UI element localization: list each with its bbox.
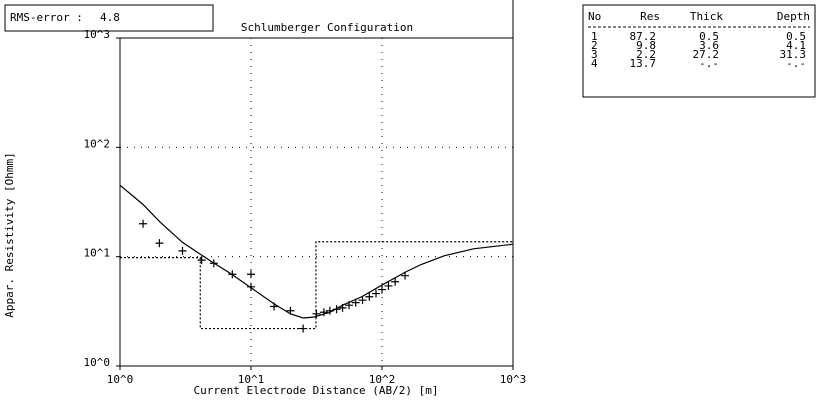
data-point: [247, 282, 255, 291]
data-point: [332, 305, 341, 314]
y-tick-label: 10^2: [84, 137, 111, 150]
rms-box: [4, 4, 214, 32]
table-cell: 9.8: [636, 39, 656, 52]
x-tick-label: 10^3: [500, 373, 527, 386]
model-line: [120, 241, 513, 330]
table-box: [582, 4, 816, 98]
data-point: [372, 289, 381, 298]
x-axis-label: Current Electrode Distance (AB/2) [m]: [193, 384, 438, 397]
data-point: [378, 285, 386, 294]
data-point: [358, 296, 367, 305]
data-point: [197, 256, 206, 265]
data-point: [228, 270, 237, 279]
table-cell: 27.2: [693, 48, 720, 61]
data-point: [365, 292, 374, 301]
table-header: Depth: [777, 10, 810, 23]
data-point: [299, 324, 308, 333]
y-tick-label: 10^0: [84, 356, 111, 369]
table-cell: 4: [591, 57, 598, 70]
table-cell: 13.7: [630, 57, 657, 70]
table-cell: 0.5: [786, 30, 806, 43]
data-point: [209, 259, 218, 268]
table-cell: 0.5: [699, 30, 719, 43]
x-tick-label: 10^0: [107, 373, 134, 386]
data-point: [351, 298, 360, 307]
table-cell: 3.6: [699, 39, 719, 52]
data-point: [312, 309, 321, 318]
rms-value: 4.8: [100, 11, 120, 24]
data-point: [384, 281, 393, 290]
data-point: [391, 277, 400, 286]
data-point: [247, 270, 255, 279]
data-point: [270, 302, 279, 311]
table-cell: 2: [591, 39, 598, 52]
y-tick-label: 10^1: [84, 247, 111, 260]
y-axis-label: Appar. Resistivity [Ohmm]: [3, 152, 16, 318]
table-header: Res: [640, 10, 660, 23]
data-point: [155, 239, 164, 248]
data-point: [319, 308, 328, 317]
data-point: [338, 303, 347, 312]
table-cell: 1: [591, 30, 598, 43]
rms-label: RMS-error :: [10, 11, 83, 24]
table-cell: 31.3: [780, 48, 807, 61]
table-cell: -.-: [699, 57, 719, 70]
fit-curve: [119, 184, 514, 319]
data-point: [286, 306, 295, 315]
x-tick-label: 10^1: [238, 373, 265, 386]
table-cell: -.-: [786, 57, 806, 70]
data-point: [325, 306, 334, 315]
data-point: [139, 219, 148, 228]
table-cell: 2.2: [636, 48, 656, 61]
data-point: [178, 246, 187, 255]
table-cell: 87.2: [630, 30, 657, 43]
x-tick-label: 10^2: [369, 373, 396, 386]
table-header: No: [588, 10, 601, 23]
table-cell: 3: [591, 48, 598, 61]
data-point: [401, 271, 410, 280]
table-cell: 4.1: [786, 39, 806, 52]
data-point: [345, 301, 354, 310]
table-header: Thick: [690, 10, 723, 23]
y-tick-label: 10^3: [84, 28, 111, 41]
chart-title: Schlumberger Configuration: [241, 21, 413, 34]
